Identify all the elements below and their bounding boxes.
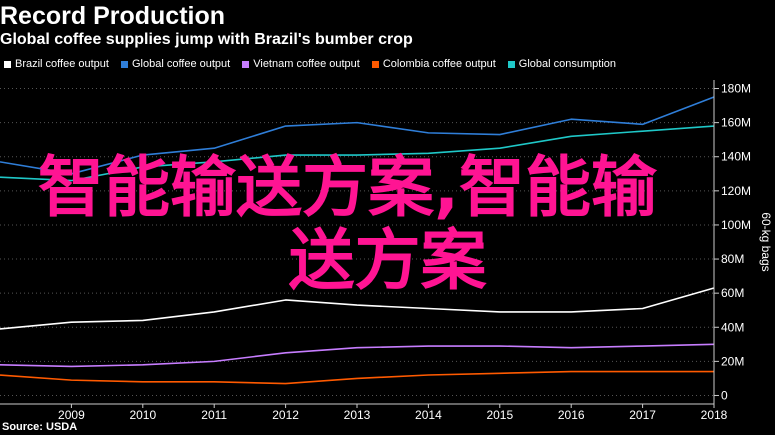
x-tick-label: 2017: [629, 408, 656, 422]
x-tick-label: 2016: [558, 408, 585, 422]
y-tick-label: 160M: [721, 116, 751, 130]
x-tick-label: 2009: [58, 408, 85, 422]
legend-label-colombia: Colombia coffee output: [382, 58, 496, 70]
x-tick-label: 2013: [344, 408, 371, 422]
source-note: Source: USDA: [2, 421, 78, 433]
y-tick-label: 80M: [721, 252, 744, 266]
legend-label-global-output: Global coffee output: [131, 58, 231, 70]
y-tick-label: 20M: [721, 354, 744, 368]
chart-subtitle: Global coffee supplies jump with Brazil'…: [0, 31, 413, 48]
legend-label-vietnam: Vietnam coffee output: [253, 58, 360, 70]
y-tick-label: 120M: [721, 184, 751, 198]
y-tick-label: 100M: [721, 218, 751, 232]
series-line-3: [0, 370, 714, 385]
chart-title: Record Production: [0, 2, 226, 30]
watermark-text-line1: 智能输送方案,智能输: [37, 149, 658, 226]
series-lines: [0, 96, 715, 385]
y-axis-title: 60-kg bags: [759, 212, 773, 271]
y-tick-label: 0: [721, 388, 728, 402]
legend-item-global-output: Global coffee output: [120, 58, 231, 70]
y-tick-label: 60M: [721, 286, 744, 300]
legend-label-brazil: Brazil coffee output: [15, 58, 109, 70]
legend-swatch-global-output: [120, 60, 128, 68]
x-tick-label: 2012: [272, 408, 299, 422]
watermark-text-line2: 送方案: [288, 222, 487, 299]
x-tick-label: 2010: [129, 408, 156, 422]
legend-item-consumption: Global consumption: [507, 58, 617, 70]
axes: 0 20M 40M 60M 80M 100M 120M 140M 160M 180M 2009 201…: [0, 80, 773, 422]
legend-swatch-vietnam: [242, 60, 250, 68]
x-tick-label: 2014: [415, 408, 442, 422]
y-tick-label: 180M: [721, 82, 751, 96]
legend-label-consumption: Global consumption: [518, 58, 617, 70]
legend-swatch-colombia: [371, 60, 379, 68]
legend: Brazil coffee output Global coffee outpu…: [4, 58, 616, 70]
x-tick-label: 2018: [701, 408, 728, 422]
legend-swatch-brazil: [4, 60, 11, 68]
x-tick-label: 2011: [201, 408, 227, 422]
legend-swatch-consumption: [507, 60, 515, 68]
legend-item-colombia: Colombia coffee output: [371, 58, 496, 70]
legend-item-brazil: Brazil coffee output: [4, 58, 109, 70]
legend-item-vietnam: Vietnam coffee output: [242, 58, 360, 70]
y-tick-label: 40M: [721, 320, 744, 334]
x-tick-label: 2015: [486, 408, 513, 422]
y-tick-label: 140M: [721, 150, 751, 164]
